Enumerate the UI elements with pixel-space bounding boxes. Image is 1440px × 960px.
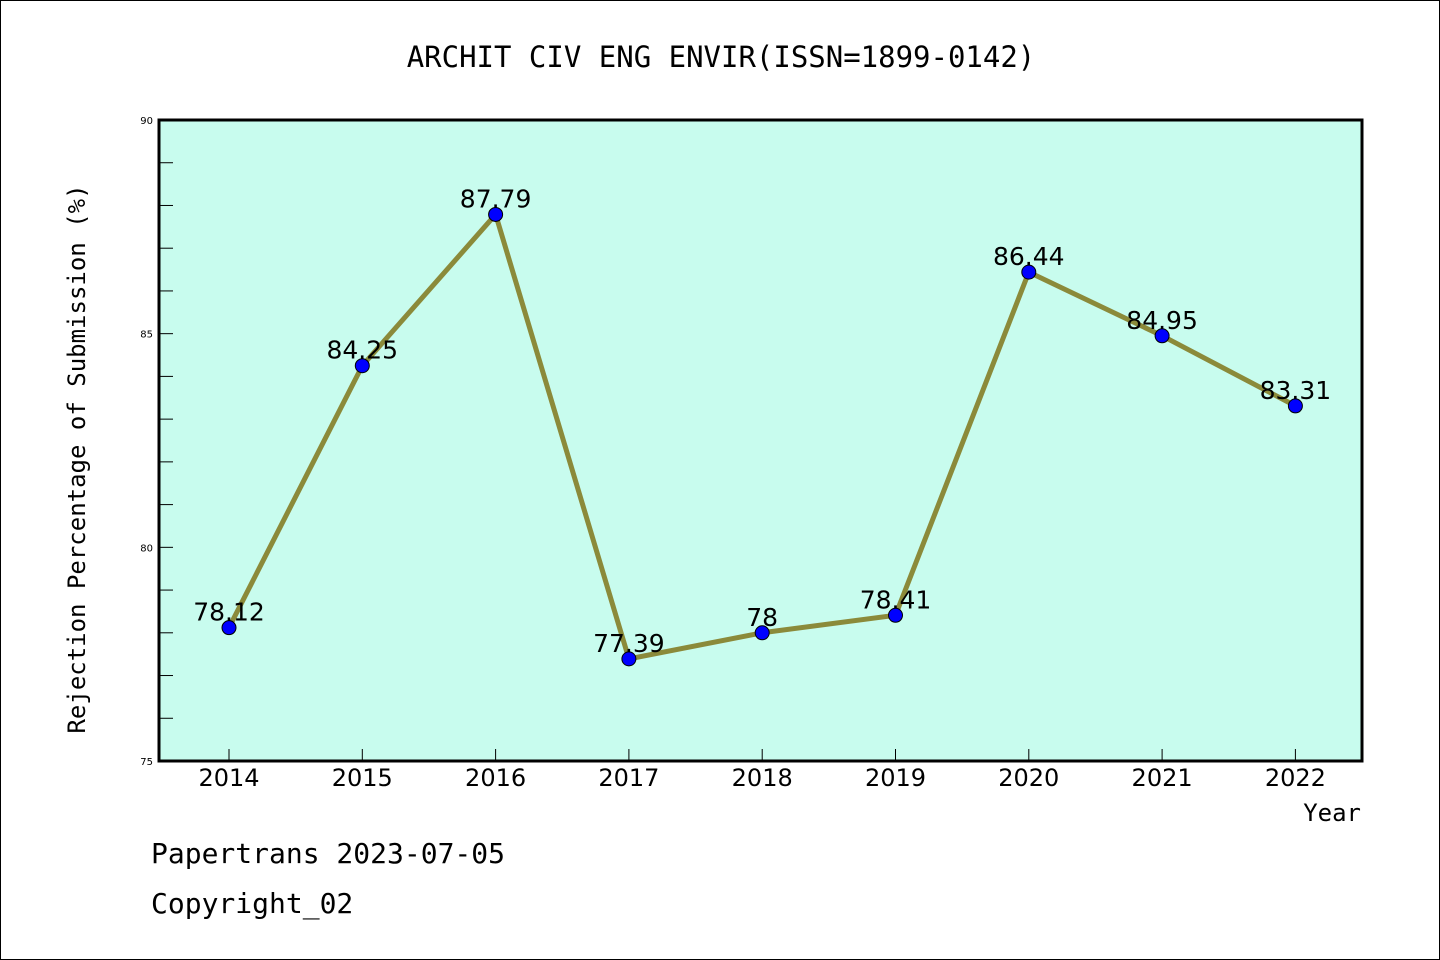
y-axis-label: Rejection Percentage of Submission (%)	[63, 184, 91, 733]
x-tick-label: 2016	[465, 764, 526, 792]
x-tick-label: 2018	[732, 764, 793, 792]
chart-title: ARCHIT CIV ENG ENVIR(ISSN=1899-0142)	[407, 40, 1036, 74]
data-label: 86.44	[993, 242, 1065, 271]
data-label: 77.39	[593, 629, 665, 658]
data-point	[354, 358, 370, 374]
x-axis-label: Year	[1303, 799, 1361, 827]
y-tick-label: 85	[140, 330, 153, 341]
x-tick-label: 2017	[598, 764, 659, 792]
footer-papertrans: Papertrans 2023-07-05	[151, 837, 506, 870]
x-tick-label: 2020	[998, 764, 1059, 792]
data-label: 84.25	[327, 336, 399, 365]
data-point	[888, 607, 903, 623]
x-axis-ticks: 2014 2015 2016 2017 2018 2019 2020 2021 2022	[198, 749, 1326, 792]
data-label: 78	[746, 603, 778, 632]
data-point	[1287, 398, 1303, 414]
y-tick-label: 80	[140, 543, 153, 554]
data-label: 87.79	[460, 184, 532, 213]
x-tick-label: 2019	[865, 764, 926, 792]
data-label: 78.12	[193, 598, 265, 627]
data-label: 84.95	[1126, 306, 1198, 335]
data-point	[488, 206, 504, 222]
y-tick-label: 75	[140, 757, 153, 768]
x-tick-label: 2014	[198, 764, 259, 792]
data-point	[1154, 328, 1170, 344]
x-tick-label: 2021	[1132, 764, 1193, 792]
footer-copyright: Copyright_02	[151, 887, 354, 920]
x-tick-label: 2022	[1265, 764, 1326, 792]
data-point	[621, 651, 637, 667]
data-label: 78.41	[860, 585, 932, 614]
data-point	[221, 620, 237, 636]
data-label: 83.31	[1260, 376, 1332, 405]
series-markers	[221, 206, 1303, 667]
x-tick-label: 2015	[332, 764, 393, 792]
y-tick-label: 90	[140, 116, 153, 127]
plot-area	[157, 118, 1364, 763]
data-point	[754, 625, 770, 641]
y-axis-ticks: 75 80 85 90	[140, 116, 173, 768]
data-point	[1021, 264, 1037, 280]
data-labels: 78.12 84.25 87.79 77.39 78 78.41 86.44 84.95 83.…	[193, 184, 1331, 657]
